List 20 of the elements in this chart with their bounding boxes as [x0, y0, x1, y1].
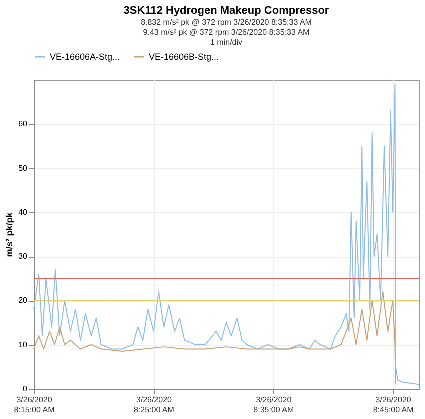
text: 8.832 m/s² pk @ 372 rpm 3/26/2020 8:35:33 AM: [141, 18, 312, 27]
y-tick-label: 30: [18, 252, 28, 262]
y-tick-label: 50: [18, 164, 28, 173]
chart-title: 3SK112 Hydrogen Makeup Compressor: [124, 5, 330, 17]
x-tick-label: 3/26/2020 8:45:00 AM: [373, 396, 414, 414]
x-tick-label: 3/26/2020 8:25:00 AM: [134, 396, 175, 414]
text: 9.43 m/s² pk @ 372 rpm 3/26/2020 8:35:33 AM: [143, 28, 310, 37]
y-tick-label: 10: [18, 340, 28, 350]
text: 1 min/div: [210, 38, 243, 47]
y-tick-label: 20: [18, 296, 28, 306]
y-tick-label: 60: [18, 120, 28, 129]
x-tick-label: 3/26/2020 8:15:00 AM: [14, 396, 56, 414]
line-series: [34, 84, 420, 386]
y-tick-label: 40: [18, 208, 28, 217]
legend-label: VE-16606B-Stg...: [149, 52, 220, 62]
y-axis-title: m/s² pk/pk: [4, 212, 15, 258]
y-tick-label: 0: [23, 384, 28, 394]
legend-label: VE-16606A-Stg...: [50, 52, 120, 62]
x-tick-label: 3/26/2020 8:35:00 AM: [254, 396, 294, 414]
line-series: [34, 291, 396, 386]
